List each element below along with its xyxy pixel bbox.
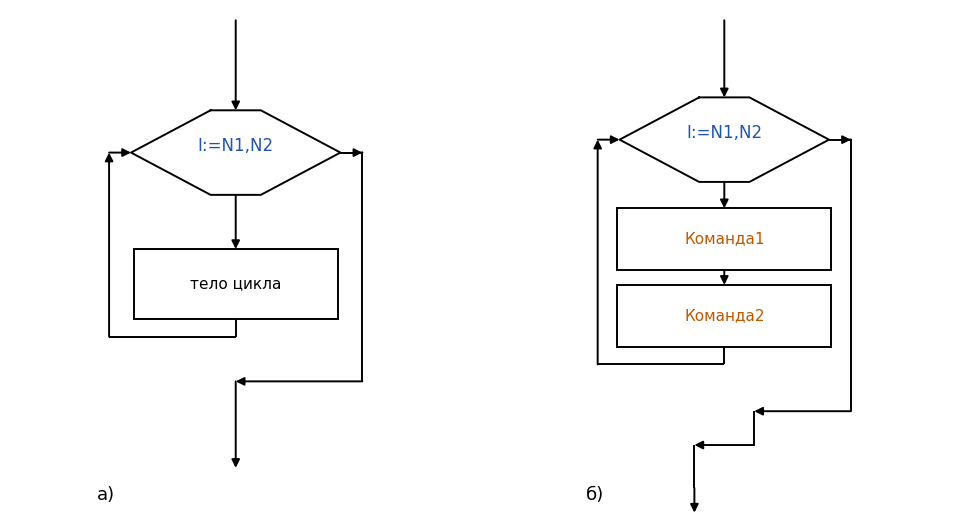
Bar [617,208,832,270]
Text: I:=N1,N2: I:=N1,N2 [198,137,274,155]
Text: Команда1: Команда1 [684,232,764,247]
Text: б): б) [586,486,604,504]
Text: Команда2: Команда2 [684,308,764,323]
Bar [617,285,832,346]
Bar [133,249,338,319]
Text: тело цикла: тело цикла [190,276,282,291]
Text: а): а) [97,486,115,504]
Text: I:=N1,N2: I:=N1,N2 [686,124,762,141]
